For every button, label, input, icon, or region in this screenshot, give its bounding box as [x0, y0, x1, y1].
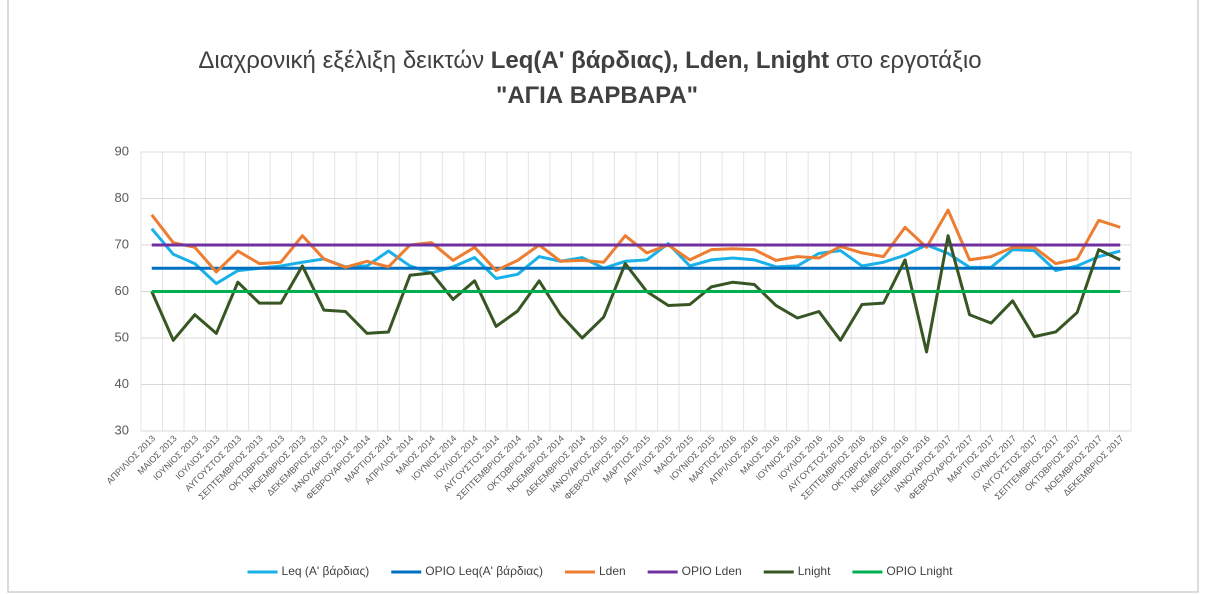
chart-title: Διαχρονική εξέλιξη δεικτών Leq(A' βάρδια… [198, 47, 981, 74]
series-line [150, 227, 1121, 286]
title-part: στο εργοτάξιο [836, 47, 982, 74]
y-tick-label: 50 [115, 329, 129, 344]
legend-label: ΟΡΙΟ Lnight [886, 564, 953, 578]
legend-label: Leq (A' βάρδιας) [282, 564, 370, 578]
y-tick-label: 90 [115, 143, 129, 158]
chart-title: "ΑΓΙΑ ΒΑΡΒΑΡΑ" [496, 82, 698, 109]
legend-label: ΟΡΙΟ Leq(A' βάρδιας) [425, 564, 543, 578]
title-part: Διαχρονική εξέλιξη δεικτών [198, 47, 484, 74]
y-tick-label: 70 [115, 236, 129, 251]
legend-label: Lden [599, 564, 626, 578]
y-tick-label: 30 [115, 422, 129, 437]
legend: Leq (A' βάρδιας) ΟΡΙΟ Leq(A' βάρδιας) Lden… [247, 564, 953, 578]
legend-label: Lnight [798, 564, 831, 578]
series-line [150, 234, 1121, 354]
y-tick-label: 40 [115, 376, 129, 391]
chart-frame [7, 0, 1199, 593]
legend-label: ΟΡΙΟ Lden [682, 564, 742, 578]
series-lines [150, 208, 1121, 354]
title-part: Leq(A' βάρδιας), Lden, Lnight [491, 47, 829, 74]
y-tick-label: 80 [115, 190, 129, 205]
y-tick-label: 60 [115, 283, 129, 298]
